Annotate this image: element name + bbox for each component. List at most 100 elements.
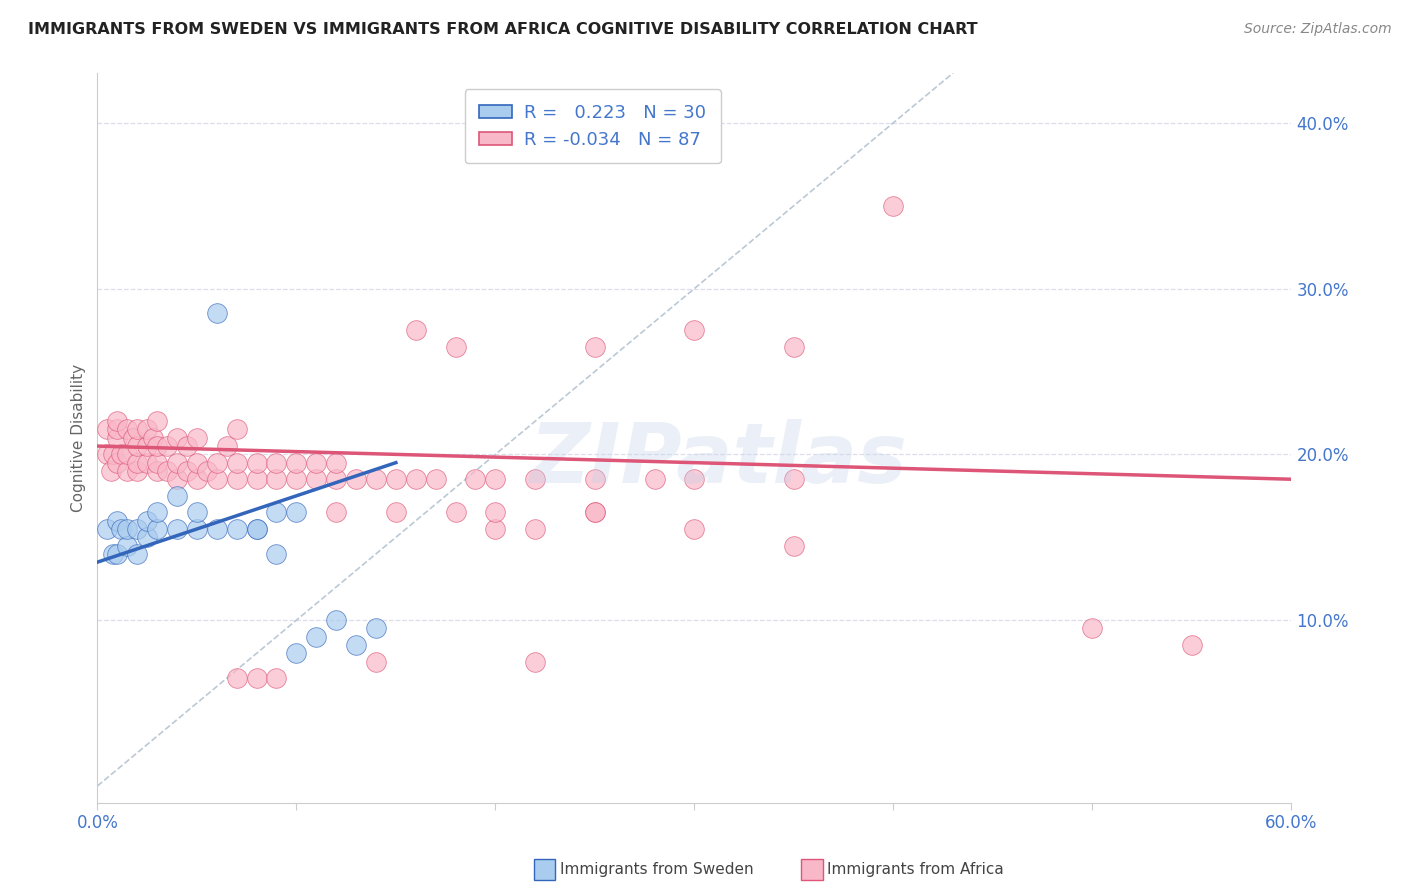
Point: [325, 472, 347, 486]
Point: [186, 472, 208, 486]
Point: [325, 613, 347, 627]
Point: [305, 472, 328, 486]
Point: [105, 414, 128, 428]
Point: [364, 622, 387, 636]
Point: [205, 456, 228, 470]
Text: IMMIGRANTS FROM SWEDEN VS IMMIGRANTS FROM AFRICA COGNITIVE DISABILITY CORRELATIO: IMMIGRANTS FROM SWEDEN VS IMMIGRANTS FRO…: [28, 22, 977, 37]
Point: [127, 439, 149, 453]
Point: [405, 472, 427, 486]
Point: [325, 456, 347, 470]
Point: [405, 323, 427, 337]
Point: [166, 489, 188, 503]
Point: [127, 547, 149, 561]
Point: [186, 522, 208, 536]
Point: [683, 323, 706, 337]
Point: [186, 456, 208, 470]
Point: [146, 456, 169, 470]
Point: [156, 439, 179, 453]
Point: [146, 505, 169, 519]
Point: [225, 422, 247, 436]
Point: [783, 472, 806, 486]
Point: [176, 464, 198, 478]
Point: [266, 456, 288, 470]
Point: [105, 456, 128, 470]
Legend: R =   0.223   N = 30, R = -0.034   N = 87: R = 0.223 N = 30, R = -0.034 N = 87: [464, 89, 721, 163]
Point: [425, 472, 447, 486]
Point: [305, 456, 328, 470]
Point: [285, 472, 308, 486]
Point: [245, 472, 267, 486]
Point: [783, 340, 806, 354]
Point: [583, 505, 606, 519]
Point: [364, 472, 387, 486]
Point: [146, 522, 169, 536]
Point: [524, 472, 547, 486]
Point: [583, 505, 606, 519]
Point: [266, 472, 288, 486]
Point: [266, 505, 288, 519]
Point: [166, 456, 188, 470]
Point: [305, 630, 328, 644]
Point: [484, 505, 506, 519]
Point: [225, 472, 247, 486]
Point: [882, 199, 904, 213]
Point: [103, 547, 125, 561]
Point: [105, 422, 128, 436]
Point: [127, 464, 149, 478]
Point: [524, 655, 547, 669]
Point: [127, 456, 149, 470]
Point: [524, 522, 547, 536]
Point: [115, 422, 138, 436]
Point: [142, 431, 165, 445]
Point: [136, 514, 159, 528]
Point: [115, 447, 138, 461]
Point: [683, 522, 706, 536]
Text: ZIPatlas: ZIPatlas: [529, 419, 907, 500]
Point: [166, 472, 188, 486]
Point: [96, 447, 118, 461]
Point: [215, 439, 238, 453]
Text: Immigrants from Sweden: Immigrants from Sweden: [560, 863, 754, 877]
Point: [583, 340, 606, 354]
Point: [245, 522, 267, 536]
Point: [225, 522, 247, 536]
Point: [205, 522, 228, 536]
Point: [266, 547, 288, 561]
Point: [205, 306, 228, 320]
Point: [100, 464, 122, 478]
Point: [156, 464, 179, 478]
Point: [285, 646, 308, 660]
Point: [464, 472, 486, 486]
Point: [110, 522, 132, 536]
Point: [583, 472, 606, 486]
Point: [96, 422, 118, 436]
Point: [385, 505, 408, 519]
Point: [105, 514, 128, 528]
Point: [385, 472, 408, 486]
Point: [176, 439, 198, 453]
Point: [1081, 622, 1104, 636]
Point: [166, 522, 188, 536]
Point: [344, 472, 367, 486]
Point: [285, 505, 308, 519]
Point: [205, 472, 228, 486]
Point: [245, 522, 267, 536]
Point: [245, 456, 267, 470]
Point: [146, 439, 169, 453]
Point: [166, 431, 188, 445]
Point: [122, 431, 145, 445]
Point: [127, 422, 149, 436]
Point: [105, 431, 128, 445]
Point: [146, 464, 169, 478]
Point: [115, 539, 138, 553]
Point: [484, 472, 506, 486]
Point: [225, 456, 247, 470]
Point: [186, 505, 208, 519]
Point: [344, 638, 367, 652]
Point: [364, 655, 387, 669]
Point: [127, 522, 149, 536]
Point: [285, 456, 308, 470]
Point: [96, 522, 118, 536]
Point: [484, 522, 506, 536]
Point: [783, 539, 806, 553]
